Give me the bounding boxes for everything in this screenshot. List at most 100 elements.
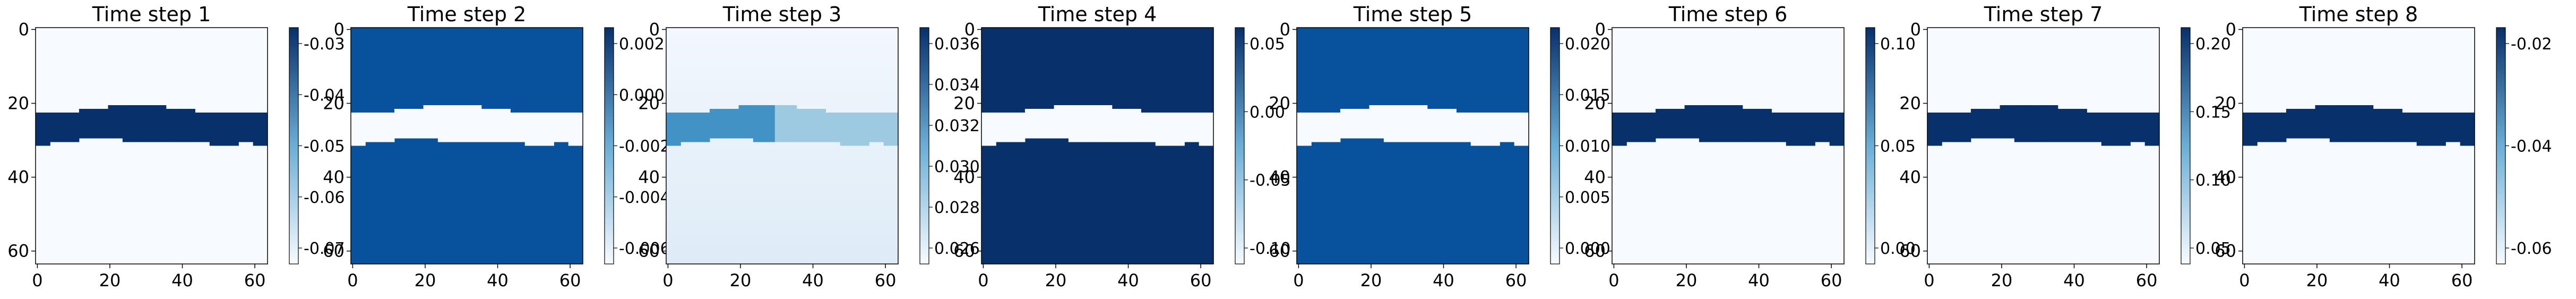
- y-tick-label: 60: [1899, 241, 1921, 261]
- heatmap-cell: [1090, 105, 1098, 142]
- heatmap-cell: [1612, 112, 1620, 146]
- heatmap-cell: [1815, 112, 1823, 142]
- heatmap-cell: [2123, 112, 2131, 146]
- heatmap-cell: [1024, 108, 1033, 139]
- colorbar-tick-label: 0.015: [1565, 86, 1610, 105]
- heatmap-cell: [1054, 105, 1062, 139]
- colorbar-tick-label: 0.026: [934, 240, 980, 258]
- x-tick-label: 60: [244, 270, 266, 291]
- heatmap-cell: [1383, 105, 1392, 142]
- chart-title: Time step 1: [92, 3, 211, 26]
- heatmap-cell: [1340, 108, 1348, 139]
- heatmap-cell: [409, 108, 417, 139]
- colorbar-tick-label: -0.006: [619, 240, 670, 258]
- heatmap-cell: [1141, 112, 1149, 142]
- heatmap-cell: [1133, 108, 1141, 142]
- colorbar: [2496, 27, 2506, 264]
- colorbar-tick-label: 0.034: [934, 76, 980, 95]
- y-tick-label: 0: [19, 19, 29, 39]
- y-tick-label: 40: [1584, 167, 1606, 187]
- heatmap-cell: [1333, 112, 1341, 142]
- heatmap-cell: [394, 108, 402, 139]
- x-tick-label: 40: [487, 270, 509, 291]
- heatmap-cell: [1764, 108, 1772, 142]
- heatmap-cell: [2057, 108, 2065, 142]
- colorbar-tick-label: 0.005: [1565, 189, 1610, 207]
- colorbar-tick-label: -0.10: [1250, 240, 1291, 258]
- heatmap-cell: [2007, 105, 2015, 139]
- heatmap-cell: [1800, 112, 1808, 146]
- chart-title: Time step 7: [1984, 3, 2103, 26]
- heatmap-cell: [202, 112, 210, 142]
- x-tick-label: 40: [1117, 270, 1139, 291]
- heatmap-cell: [1170, 112, 1178, 146]
- x-tick-label: 40: [171, 270, 193, 291]
- heatmap-cell: [518, 112, 525, 142]
- x-tick-label: 20: [1045, 270, 1067, 291]
- axes-frame: [35, 27, 268, 264]
- heatmap-cell: [423, 105, 431, 139]
- heatmap-cell: [1492, 112, 1500, 146]
- heatmap-cell: [1347, 108, 1355, 139]
- heatmap-cell: [2243, 112, 2251, 146]
- x-tick-label: 40: [802, 270, 824, 291]
- heatmap-cell: [437, 105, 446, 142]
- colorbar: [1865, 27, 1875, 264]
- heatmap-cell: [1728, 105, 1736, 142]
- heatmap-cell: [2072, 108, 2080, 142]
- heatmap-cell: [166, 108, 174, 142]
- heatmap-cell: [1420, 105, 1428, 142]
- x-tick-label: 20: [1991, 270, 2013, 291]
- heatmap-cell: [2250, 112, 2258, 146]
- heatmap-cell: [159, 105, 167, 142]
- chart-title: Time step 6: [1668, 3, 1788, 26]
- colorbar-tick-label: -0.04: [304, 86, 345, 105]
- heatmap-cell: [2337, 105, 2345, 142]
- heatmap-cell: [524, 112, 532, 146]
- chart-title: Time step 3: [722, 3, 842, 26]
- colorbar-tick-label: -0.02: [2511, 35, 2552, 54]
- heatmap-cell: [1010, 112, 1018, 142]
- panel-4: Time step 40 20 40 6002040600.050.00-0.05-0…: [953, 3, 1290, 291]
- axes-frame: [350, 27, 583, 264]
- x-tick-label: 0: [32, 270, 42, 291]
- heatmap-cell: [2402, 112, 2410, 142]
- heatmap-cell: [2373, 108, 2381, 142]
- heatmap-cell: [1427, 108, 1435, 142]
- heatmap-cell: [503, 108, 511, 142]
- heatmap-cell: [561, 112, 569, 142]
- heatmap-cell: [1325, 112, 1333, 142]
- heatmap-cell: [2051, 105, 2058, 142]
- heatmap-cell: [459, 105, 467, 142]
- y-tick-label: 20: [638, 93, 660, 114]
- colorbar-tick-label: 0.15: [2195, 103, 2231, 122]
- heatmap-cell: [1633, 112, 1642, 142]
- colorbar-tick-label: 0.10: [2195, 172, 2231, 190]
- heatmap-cell: [122, 105, 131, 142]
- heatmap-cell: [1779, 112, 1787, 142]
- colorbar-tick-label: 0.00: [1880, 240, 1916, 258]
- colorbar-tick-label: 0.000: [1565, 240, 1610, 258]
- heatmap-cell: [1003, 112, 1011, 142]
- heatmap-cell: [532, 112, 540, 146]
- heatmap-cell: [782, 105, 790, 142]
- y-tick-label: 0: [1595, 19, 1606, 39]
- heatmap-cell: [238, 112, 246, 142]
- x-tick-label: 20: [1676, 270, 1698, 291]
- heatmap-cell: [2014, 105, 2022, 142]
- y-tick-label: 60: [323, 241, 344, 261]
- heatmap-cell: [876, 112, 884, 142]
- colorbar-tick-label: 0.028: [934, 199, 980, 217]
- y-tick-label: 0: [1910, 19, 1921, 39]
- heatmap-cell: [1318, 112, 1326, 142]
- heatmap-cell: [1039, 108, 1047, 139]
- panel-2: Time step 20 20 40 6002040600.0020.000-0.00…: [323, 3, 670, 291]
- heatmap-cell: [416, 108, 424, 139]
- panel-1: Time step 10 20 40 600204060-0.03-0.04-0.05…: [7, 3, 344, 291]
- axes-frame: [666, 27, 899, 264]
- colorbar-tick-label: 0.10: [1880, 35, 1916, 54]
- heatmap-cell: [2138, 112, 2146, 142]
- heatmap-cell: [789, 105, 797, 142]
- heatmap-cell: [351, 112, 359, 146]
